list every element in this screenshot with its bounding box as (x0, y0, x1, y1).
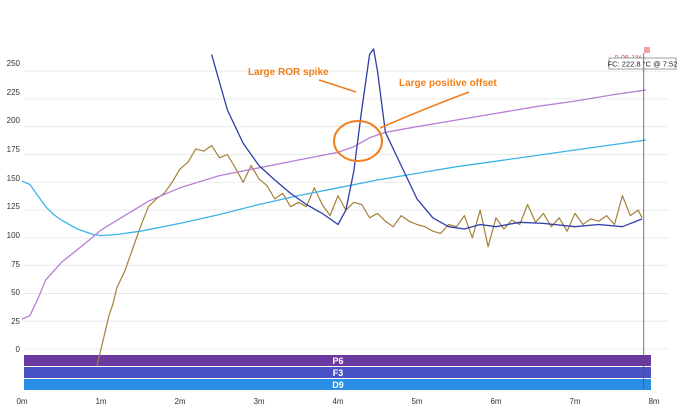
x-tick-label: 3m (253, 397, 264, 406)
x-axis: 0m 1m 2m 3m 4m 5m 6m 7m 8m (16, 397, 659, 406)
y-tick-label: 125 (7, 202, 21, 211)
y-tick-label: 225 (7, 88, 21, 97)
phase-bands: P6 F3 D9 (24, 355, 651, 390)
y-tick-label: 150 (7, 174, 21, 183)
x-tick-label: 4m (332, 397, 343, 406)
x-tick-label: 6m (490, 397, 501, 406)
phase-band-d-label: D9 (332, 380, 344, 390)
x-tick-label: 5m (411, 397, 422, 406)
phase-band-f-label: F3 (333, 368, 344, 378)
series-layer (21, 48, 647, 366)
annotation-arrow-offset (379, 91, 470, 129)
series-line-bean-temp (21, 89, 647, 320)
x-tick-label: 0m (16, 397, 27, 406)
annotation-arrow-ror-spike (318, 79, 357, 93)
x-tick-label: 8m (648, 397, 659, 406)
first-crack-marker: 0.05.1% FC: 222.8 °C @ 7:52 (608, 47, 678, 70)
y-tick-label: 50 (11, 288, 20, 297)
series-line-ror-brown (96, 145, 643, 366)
annotation-circle (333, 120, 383, 162)
annotation-positive-offset: Large positive offset (399, 78, 497, 89)
phase-band-p (24, 355, 651, 366)
y-tick-label: 200 (7, 116, 21, 125)
x-tick-label: 7m (569, 397, 580, 406)
phase-band-p-label: P6 (332, 356, 343, 366)
y-tick-label: 25 (11, 317, 20, 326)
y-tick-label: 100 (7, 231, 21, 240)
phase-band-d (24, 379, 651, 390)
y-tick-label: 250 (7, 59, 21, 68)
y-axis: 0 25 50 75 100 125 150 175 200 225 250 (7, 59, 21, 354)
x-tick-label: 1m (95, 397, 106, 406)
fc-label-box (608, 57, 677, 70)
y-tick-label: 0 (16, 345, 21, 354)
annotations: Large ROR spike Large positive offset (248, 67, 497, 162)
series-line-ror-navy (210, 48, 643, 230)
y-tick-label: 75 (11, 260, 20, 269)
x-tick-label: 2m (174, 397, 185, 406)
annotation-ror-spike: Large ROR spike (248, 67, 329, 78)
fc-percent-label: 0.05.1% (614, 53, 642, 62)
phase-band-f (24, 367, 651, 378)
series-line-environment-temp (21, 139, 647, 237)
fc-marker-flag (644, 47, 650, 53)
fc-label: FC: 222.8 °C @ 7:52 (608, 60, 678, 69)
y-tick-label: 175 (7, 145, 21, 154)
